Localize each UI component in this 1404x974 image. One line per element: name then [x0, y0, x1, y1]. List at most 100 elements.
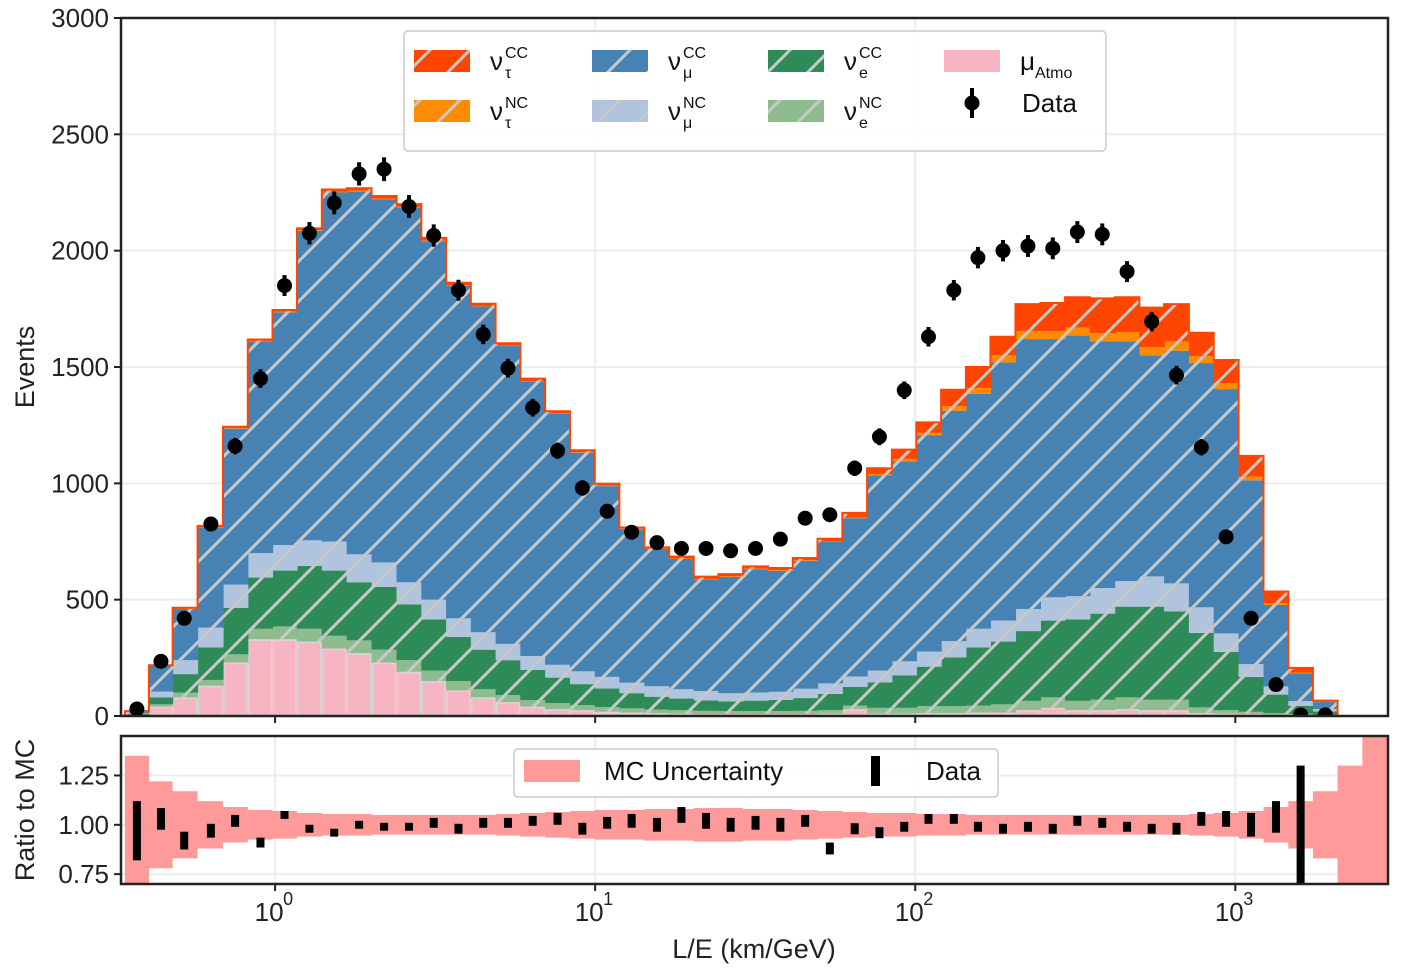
legend-label-numu_cc: ν [668, 46, 681, 76]
hatch-numu_cc [148, 665, 174, 692]
hatch-numu_nc [1089, 588, 1116, 614]
hatch-numu_nc [644, 686, 670, 697]
hatch-nutau_cc [891, 449, 917, 459]
data-point [351, 166, 367, 182]
hatch-numu_cc [1263, 605, 1289, 687]
bar-mu_atmo [545, 709, 571, 716]
hatch-nue_cc [1188, 632, 1215, 708]
ratio-data-point [900, 821, 909, 832]
bar-mu_atmo [520, 706, 546, 716]
hatch-nue_nc [1139, 699, 1165, 711]
hatch-nue_nc [891, 707, 917, 714]
ratio-data-point [949, 813, 958, 824]
hatch-nue_cc [1089, 613, 1116, 700]
data-point [822, 507, 838, 523]
data-point [252, 371, 268, 387]
hatch-numu_cc [718, 576, 744, 694]
hatch-nue_nc [990, 704, 1017, 713]
hatch-nutau_nc [1040, 330, 1066, 340]
ratio-data-point [1147, 823, 1156, 834]
bar-mu_atmo [1139, 710, 1165, 716]
bar-mu_atmo [296, 641, 323, 716]
data-point [599, 503, 615, 519]
hatch-nue_nc [545, 703, 571, 710]
hatch-numu_cc [396, 207, 422, 583]
hatch-numu_cc [767, 570, 794, 692]
hatch-nutau_nc [842, 517, 868, 519]
ratio-data-point [256, 837, 265, 848]
hatch-numu_cc [1188, 363, 1215, 608]
x-tick-exponent: 3 [1243, 889, 1253, 909]
ratio-data-point [528, 815, 537, 826]
bar-mu_atmo [172, 697, 199, 716]
hatch-numu_nc [767, 691, 794, 700]
hatch-nue_nc [792, 710, 819, 715]
y-tick-label: 1000 [51, 468, 109, 498]
hatch-nue_cc [1015, 631, 1041, 701]
hatch-nue_cc [916, 666, 942, 707]
bar-mu_atmo [1164, 710, 1190, 716]
hatch-numu_nc [197, 627, 224, 648]
hatch-numu_nc [172, 660, 199, 675]
ratio-data-point [404, 822, 413, 831]
legend-sub-mu_atmo: Atmo [1035, 65, 1072, 82]
hatch-numu_cc [669, 558, 695, 690]
data-point [203, 516, 219, 532]
hatch-numu_nc [867, 670, 893, 683]
legend-hatch-nutau_nc [414, 100, 470, 122]
hatch-nutau_nc [1065, 327, 1091, 336]
bar-mu_atmo [1089, 710, 1116, 716]
data-point [1193, 439, 1209, 455]
hatch-nue_nc [594, 707, 620, 712]
hatch-nue_cc [867, 682, 893, 708]
legend-hatch-numu_nc [592, 100, 648, 122]
hatch-numu_nc [842, 676, 868, 687]
data-point [153, 653, 169, 669]
hatch-nutau_cc [1238, 455, 1265, 477]
hatch-nue_nc [148, 704, 174, 707]
hatch-nue_nc [446, 681, 472, 691]
hatch-nue_cc [172, 674, 199, 693]
data-point [920, 329, 936, 345]
hatch-nue_nc [916, 706, 942, 714]
hatch-nue_cc [470, 649, 497, 690]
hatch-nutau_cc [495, 343, 521, 346]
hatch-nutau_cc [867, 468, 893, 475]
x-tick-label: 10 [255, 897, 284, 927]
bar-mu_atmo [247, 639, 274, 716]
hatch-nue_cc [396, 604, 422, 661]
hatch-nue_nc [272, 626, 298, 640]
x-tick-label: 10 [895, 897, 924, 927]
hatch-nue_nc [470, 689, 497, 698]
hatch-numu_cc [371, 199, 398, 563]
legend-sup-nue_cc: CC [859, 45, 882, 62]
bar-mu_atmo [272, 639, 298, 716]
ratio-data-point [801, 814, 810, 827]
data-point [475, 326, 491, 342]
hatch-nue_cc [247, 577, 274, 629]
hatch-numu_nc [520, 655, 546, 670]
bar-mu_atmo [197, 685, 224, 716]
data-point [1020, 238, 1036, 254]
data-point [426, 228, 442, 244]
hatch-nue_cc [792, 698, 819, 711]
hatch-nutau_nc [1263, 603, 1289, 606]
hatch-numu_cc [1040, 339, 1066, 598]
hatch-numu_nc [1015, 608, 1041, 632]
hatch-nue_nc [1263, 713, 1289, 715]
ratio-data-point [280, 810, 289, 819]
hatch-nue_cc [520, 669, 546, 701]
data-point [624, 524, 640, 540]
hatch-nutau_cc [916, 422, 942, 433]
hatch-nue_nc [421, 670, 447, 682]
hatch-numu_cc [990, 362, 1017, 621]
data-point [401, 198, 417, 214]
y-tick-label: 2000 [51, 236, 109, 266]
data-point [450, 282, 466, 298]
hatch-numu_nc [891, 661, 917, 676]
hatch-numu_nc [1139, 576, 1165, 607]
ratio-data-point [429, 817, 438, 828]
legend-label-nue_cc: ν [844, 46, 857, 76]
